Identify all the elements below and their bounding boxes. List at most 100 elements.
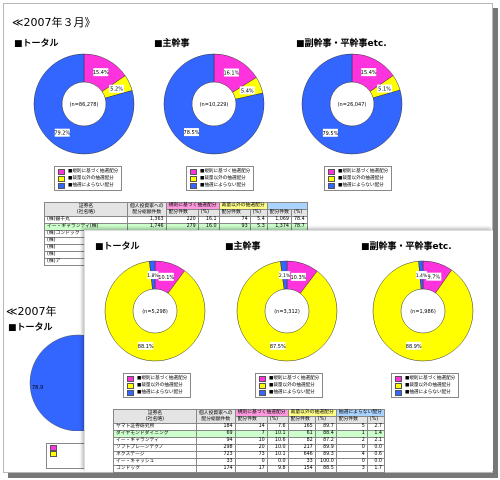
table-row: イー・ギャランティ 94 10 10.6 82 87.2 2 2.1 xyxy=(113,437,385,445)
data-label: 15.4% xyxy=(361,70,377,76)
legend-item: ■抽選によらない配分 xyxy=(190,182,250,189)
legend-item: ■裁量以外の抽選配分 xyxy=(259,382,319,389)
data-label-bg xyxy=(322,128,338,137)
data-label: 2.1% xyxy=(279,273,291,279)
col-header-lottery: 規則に基づく抽選配分 xyxy=(165,202,220,210)
table-cell-name: イー・キャッシュ xyxy=(113,458,197,466)
col-header-discretion: 裁量以外の抽選配分 xyxy=(287,409,337,417)
data-label-bg xyxy=(147,271,159,280)
heading-front-lead: ■主幹事 xyxy=(225,242,261,252)
table-cell-c: 2 xyxy=(335,437,368,445)
table-cell-cp: 2.1 xyxy=(366,437,385,445)
data-label: 15.4% xyxy=(93,70,109,76)
table-cell-name: ネクステージ xyxy=(113,451,197,459)
legend-item: ■裁量以外の抽選配分 xyxy=(190,175,250,182)
table-cell-bp: 89.9 xyxy=(314,444,337,452)
table-cell-total: 1,363 xyxy=(127,216,167,224)
heading-front-total: ■トータル xyxy=(95,242,140,252)
legend-label: ■抽選によらない配分 xyxy=(200,183,246,188)
table-cell-b: 33 xyxy=(287,458,316,466)
legend-label: ■抽選によらない配分 xyxy=(137,390,183,395)
heading-back-total: ■トータル xyxy=(8,323,53,333)
donut-back-label: 78.9 xyxy=(32,385,44,391)
legend-lead: ■規則に基づく抽選配分 ■裁量以外の抽選配分 ■抽選によらない配分 xyxy=(186,166,255,191)
legend-item: ■抽選によらない配分 xyxy=(328,182,388,189)
table-cell-ap: 9.8 xyxy=(266,465,289,473)
legend-swatch xyxy=(395,382,402,389)
table-cell-b: 154 xyxy=(287,465,316,473)
legend-swatch xyxy=(127,382,134,389)
table-cell-b: 82 xyxy=(287,437,316,445)
donut-slice xyxy=(104,261,206,362)
col-header-pct: (%) xyxy=(290,209,308,217)
col-header-nonlottery: 抽選によらない配分 xyxy=(335,409,385,417)
table-cell-c: 4 xyxy=(335,451,368,459)
legend-item: ■裁量以外の抽選配分 xyxy=(328,175,388,182)
data-label-bg xyxy=(183,128,199,137)
donut-chart-front-total: 10.1% 88.1% 1.8% (n=5,298) xyxy=(104,260,206,362)
table-cell-c: 0 xyxy=(335,458,368,466)
data-label: 88.9% xyxy=(406,344,422,350)
legend-item: ■抽選によらない配分 xyxy=(259,389,319,396)
legend-label: ■裁量以外の抽選配分 xyxy=(338,176,384,181)
data-label: 79.2% xyxy=(54,131,70,137)
legend-swatch xyxy=(259,389,266,396)
table-cell-a: 0 xyxy=(234,458,268,466)
table-cell-a: 73 xyxy=(234,451,268,459)
legend-label: ■規則に基づく抽選配分 xyxy=(405,376,456,381)
data-label-bg xyxy=(138,341,154,350)
data-label-bg xyxy=(279,271,291,280)
legend-co: ■規則に基づく抽選配分 ■裁量以外の抽選配分 ■抽選によらない配分 xyxy=(324,166,393,191)
col-header-count: 配分件数 xyxy=(287,416,316,424)
col-header-pct: (%) xyxy=(314,416,337,424)
table-cell-ap: 7.6 xyxy=(266,423,289,431)
donut-chart-co: 15.4% 5.1% 79.5% (n=26,047) xyxy=(301,53,403,155)
table-cell-cp: 1.7 xyxy=(366,465,385,473)
donut-center-label: (n=10,229) xyxy=(200,102,229,108)
table-cell-a: 7 xyxy=(234,430,268,438)
data-label: 16.1% xyxy=(223,71,239,77)
legend-item xyxy=(50,445,100,451)
table-cell-total: 184 xyxy=(196,423,236,431)
legend-swatch xyxy=(395,389,402,396)
table-cell-bp: 88.5 xyxy=(314,465,337,473)
col-header-lottery: 規則に基づく抽選配分 xyxy=(234,409,289,417)
legend-item: ■裁量以外の抽選配分 xyxy=(395,382,455,389)
legend-label: ■抽選によらない配分 xyxy=(405,390,451,395)
col-header-firm: 証券名 (社名略) xyxy=(44,202,128,217)
legend-label: ■裁量以外の抽選配分 xyxy=(269,383,315,388)
data-label-bg xyxy=(415,271,427,280)
table-cell-name: コンドック xyxy=(113,465,197,473)
table-cell-b: 165 xyxy=(287,423,316,431)
heading-total: ■トータル xyxy=(14,39,59,49)
donut-center-label: (n=3,312) xyxy=(274,309,300,315)
table-cell-a: 20 xyxy=(234,444,268,452)
table-cell-name: イー・ギャランティ xyxy=(113,437,197,445)
table-row: コンドック 174 17 9.8 154 88.5 3 1.7 xyxy=(113,465,385,473)
data-label: 88.1% xyxy=(138,344,154,350)
panel-march-title: ≪2007年３月》 xyxy=(12,16,96,29)
table-row: イー・キャッシュ 33 0 0.0 33 100.0 0 0.0 xyxy=(113,458,385,466)
legend-label: ■抽選によらない配分 xyxy=(338,183,384,188)
donut-center-label: (n=86,278) xyxy=(70,102,99,108)
donut-center-label: (n=5,298) xyxy=(142,309,168,315)
data-label-bg xyxy=(290,272,306,281)
col-header-blank xyxy=(266,202,308,210)
table-cell-c: 1 xyxy=(335,430,368,438)
data-label-bg xyxy=(239,86,255,95)
legend-swatch xyxy=(50,445,57,451)
table-cell-cp: 78.4 xyxy=(290,216,308,224)
table-cell-a: 17 xyxy=(234,465,268,473)
legend-item: ■抽選によらない配分 xyxy=(58,182,118,189)
donut-chart-front-co: 9.7% 88.9% 1.4% (n=1,986) xyxy=(372,260,474,362)
legend-item: ■規則に基づく抽選配分 xyxy=(328,168,388,175)
table-cell-name: ヤマト証券研究所 xyxy=(113,423,197,431)
col-header-total: 個人投資家への 配分総額件数 xyxy=(196,409,236,424)
table-cell-total: 174 xyxy=(196,465,236,473)
donut-slice xyxy=(236,261,338,362)
table-row: ネクステージ 723 73 10.1 646 89.3 4 0.6 xyxy=(113,451,385,459)
table-cell-bp: 89.7 xyxy=(314,423,337,431)
col-header-pct: (%) xyxy=(197,209,220,217)
panel-front: ■トータル ■主幹事 ■副幹事・平幹事etc. 10.1% 88.1% 1.8% (n… xyxy=(84,230,493,473)
table-cell-bp: 87.2 xyxy=(314,437,337,445)
